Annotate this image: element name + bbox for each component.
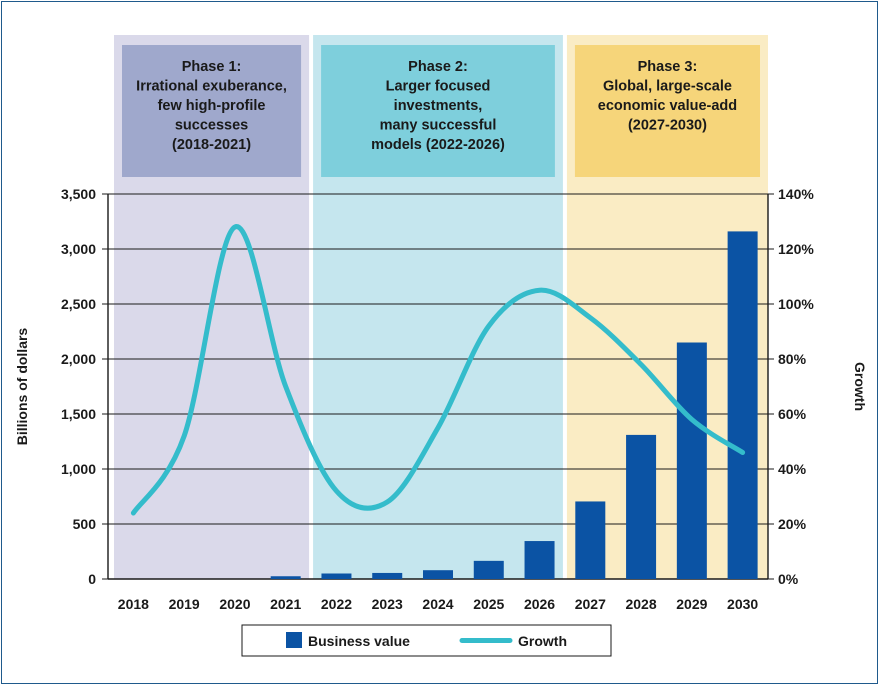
phase-3-label-line: Phase 3: (638, 59, 698, 75)
right-tick-label: 140% (778, 186, 814, 202)
left-tick-label: 1,500 (61, 406, 96, 422)
bar-2025 (473, 560, 504, 579)
x-tick-label: 2028 (625, 596, 656, 612)
x-tick-label: 2022 (321, 596, 352, 612)
phase-3-label-line: (2027-2030) (628, 118, 707, 134)
x-tick-label: 2026 (524, 596, 555, 612)
phase-1-label-line: Irrational exuberance, (136, 79, 287, 95)
left-tick-label: 1,000 (61, 461, 96, 477)
x-tick-label: 2029 (676, 596, 707, 612)
left-tick-label: 3,500 (61, 186, 96, 202)
x-tick-label: 2019 (169, 596, 200, 612)
phase-1-label-line: few high-profile (158, 98, 266, 114)
y-right-axis-label: Growth (852, 362, 868, 411)
bar-2027 (575, 501, 606, 579)
growth-line-layer (130, 224, 746, 516)
legend: Business value Growth (241, 624, 612, 657)
x-tick-label: 2030 (727, 596, 758, 612)
legend-business-value-label: Business value (308, 633, 410, 649)
phase-2-label-line: investments, (394, 98, 483, 114)
right-tick-label: 100% (778, 296, 814, 312)
phase-1-label-line: (2018-2021) (172, 137, 251, 153)
bar-2029 (676, 342, 707, 579)
x-tick-label: 2018 (118, 596, 149, 612)
bar-2021 (270, 576, 301, 579)
phase-1-box (122, 45, 302, 177)
left-tick-label: 3,000 (61, 241, 96, 257)
right-tick-label: 80% (778, 351, 807, 367)
growth-line (130, 224, 746, 516)
phase-2-label-line: models (2022-2026) (371, 137, 505, 153)
right-tick-label: 60% (778, 406, 807, 422)
x-tick-label: 2024 (422, 596, 453, 612)
gridlines (108, 193, 768, 580)
right-tick-label: 40% (778, 461, 807, 477)
phase-1-label-line: successes (175, 118, 248, 134)
left-tick-label: 0 (88, 571, 96, 587)
phase-1-label-line: Phase 1: (182, 59, 242, 75)
x-tick-label: 2023 (372, 596, 403, 612)
phase-3-label-line: Global, large-scale (603, 79, 732, 95)
bar-2030 (727, 231, 758, 579)
left-tick-label: 500 (73, 516, 97, 532)
right-tick-label: 20% (778, 516, 807, 532)
phase-3-box (574, 45, 760, 177)
phase-3-label-line: economic value-add (598, 98, 737, 114)
x-tick-label: 2020 (219, 596, 250, 612)
bar-2026 (524, 541, 555, 579)
legend-business-value-swatch (286, 632, 302, 648)
right-tick-label: 120% (778, 241, 814, 257)
y-left-axis-label: Billions of dollars (14, 328, 30, 446)
legend-growth-label: Growth (518, 633, 567, 649)
bars (270, 231, 758, 579)
bar-2023 (372, 572, 403, 579)
legend-box (241, 624, 612, 657)
phase-2-label-line: Phase 2: (408, 59, 468, 75)
phase-boxes: Phase 1: Irrational exuberance, few high-p… (122, 45, 760, 177)
bar-2022 (321, 573, 352, 579)
axes: 0 500 1,000 1,500 2,000 2,500 3,000 3,500 0% 20% 4… (14, 186, 868, 612)
phase-2-box (321, 45, 555, 177)
phase-2-label-line: many successful (380, 118, 497, 134)
x-tick-label: 2025 (473, 596, 504, 612)
left-tick-label: 2,000 (61, 351, 96, 367)
x-tick-label: 2027 (575, 596, 606, 612)
phase-2-label-line: Larger focused (386, 79, 491, 95)
left-tick-label: 2,500 (61, 296, 96, 312)
x-tick-label: 2021 (270, 596, 301, 612)
right-tick-label: 0% (778, 571, 799, 587)
bar-2024 (423, 570, 453, 579)
bar-2028 (626, 434, 657, 579)
